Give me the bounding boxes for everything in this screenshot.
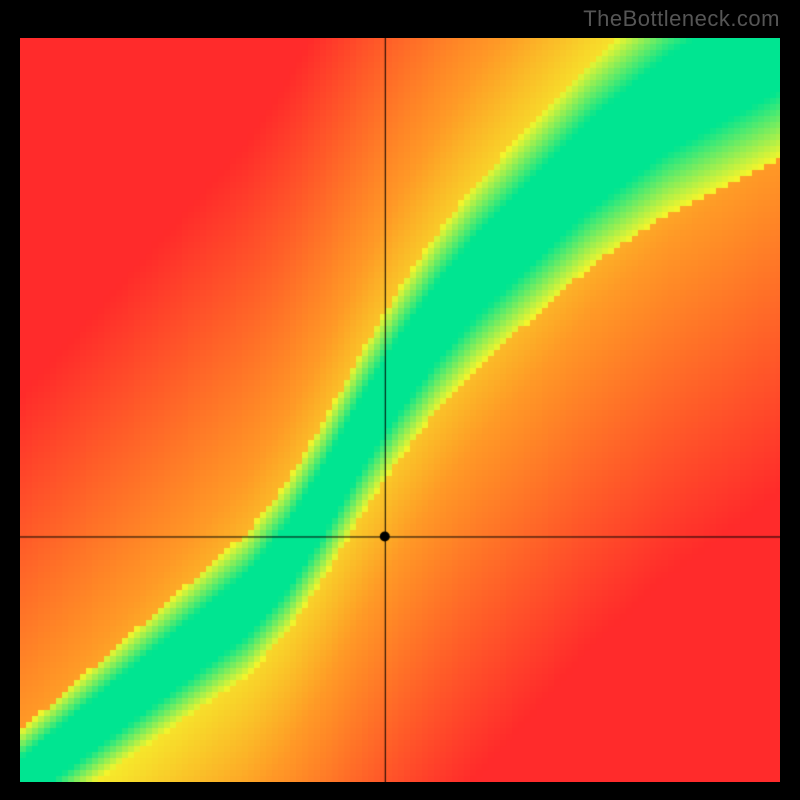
chart-container: { "watermark": "TheBottleneck.com", "wat… bbox=[0, 0, 800, 800]
watermark-text: TheBottleneck.com bbox=[583, 6, 780, 32]
bottleneck-heatmap bbox=[20, 38, 780, 782]
